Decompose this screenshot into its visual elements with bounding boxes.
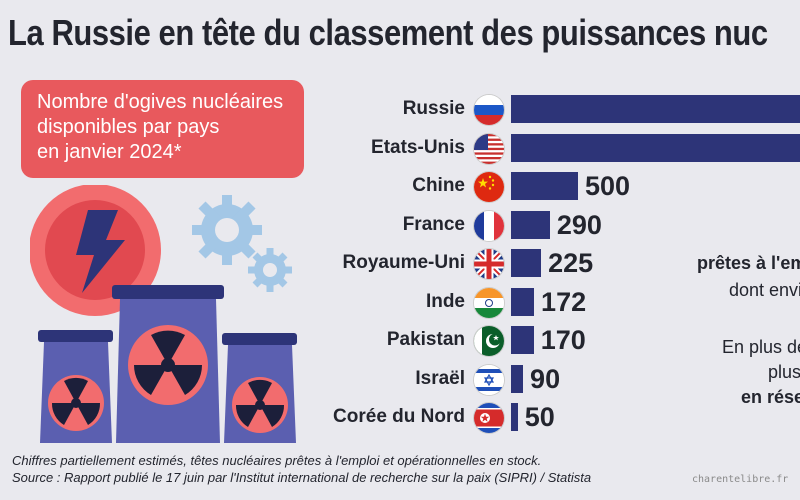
cooling-tower-center: [112, 285, 224, 443]
cooling-tower-right: [222, 333, 297, 443]
bar: [511, 249, 542, 277]
side-text-reserve: en rése: [741, 387, 800, 407]
flag-icon-india: [474, 287, 504, 318]
bar: [511, 172, 578, 200]
chart-row: Etats-Unis: [0, 131, 800, 165]
bar: [511, 133, 800, 162]
chart-row: Corée du Nord 50: [0, 400, 800, 434]
footnote: Chiffres partiellement estimés, têtes nu…: [12, 452, 591, 486]
flag-icon-france: [474, 210, 504, 241]
value-label: 172: [541, 286, 587, 317]
bar: [511, 210, 550, 239]
value-label: 50: [524, 402, 555, 432]
bar: [511, 95, 800, 123]
gear-icon-large: [192, 195, 262, 265]
cooling-tower-left: [38, 330, 113, 443]
flag-icon-north-korea: [474, 403, 504, 433]
value-label: 225: [548, 248, 594, 278]
side-text-plus: plus: [768, 362, 800, 382]
category-label: France: [402, 213, 465, 235]
footnote-source: Source : Rapport publié le 17 juin par l…: [12, 470, 592, 485]
side-text-ready: prêtes à l'em: [697, 253, 800, 273]
category-label: Inde: [425, 290, 465, 312]
nuclear-plant-illustration: [30, 185, 297, 443]
flag-icon-china: [474, 172, 504, 202]
category-label: Pakistan: [386, 329, 465, 350]
chart-row: Inde 172: [0, 285, 800, 319]
bar: [511, 287, 535, 316]
category-label: Etats-Unis: [371, 136, 465, 158]
category-label: Royaume-Uni: [342, 252, 465, 273]
side-text-of-which: dont envi: [729, 280, 800, 300]
chart-title: La Russie en tête du classement des puis…: [8, 12, 768, 53]
value-label: 290: [556, 209, 602, 240]
lightning-icon: [76, 210, 125, 293]
chart-row: Israël 90: [0, 362, 800, 396]
flag-icon-uk: [474, 249, 504, 279]
category-label: Chine: [412, 175, 465, 196]
footnote-estimate: Chiffres partiellement estimés, têtes nu…: [12, 453, 542, 468]
side-text-in-addition: En plus de: [722, 337, 800, 357]
chart-row: Pakistan 170: [0, 323, 800, 357]
gear-icon-small: [248, 248, 292, 292]
bar: [511, 326, 534, 354]
flag-icon-russia: [474, 95, 504, 125]
flag-icon-pakistan: [474, 326, 504, 356]
chart-row: Royaume-Uni 225: [0, 246, 800, 280]
category-label: Corée du Nord: [333, 406, 465, 427]
category-label: Israël: [415, 367, 465, 389]
value-label: 170: [540, 325, 586, 355]
subtitle-box: Nombre d'ogives nucléaires disponibles p…: [21, 80, 304, 178]
value-label: 500: [585, 171, 631, 201]
source-credit: charentelibre.fr: [692, 474, 789, 485]
flag-icon-israel: [474, 364, 504, 395]
bar: [511, 364, 524, 393]
chart-row: France 290: [0, 208, 800, 242]
chart-row: Chine 500: [0, 169, 800, 203]
flag-icon-usa: [474, 133, 504, 164]
category-label: Russie: [402, 98, 465, 119]
value-label: 90: [530, 363, 561, 394]
bar: [511, 403, 518, 431]
chart-row: Russie: [0, 92, 800, 126]
